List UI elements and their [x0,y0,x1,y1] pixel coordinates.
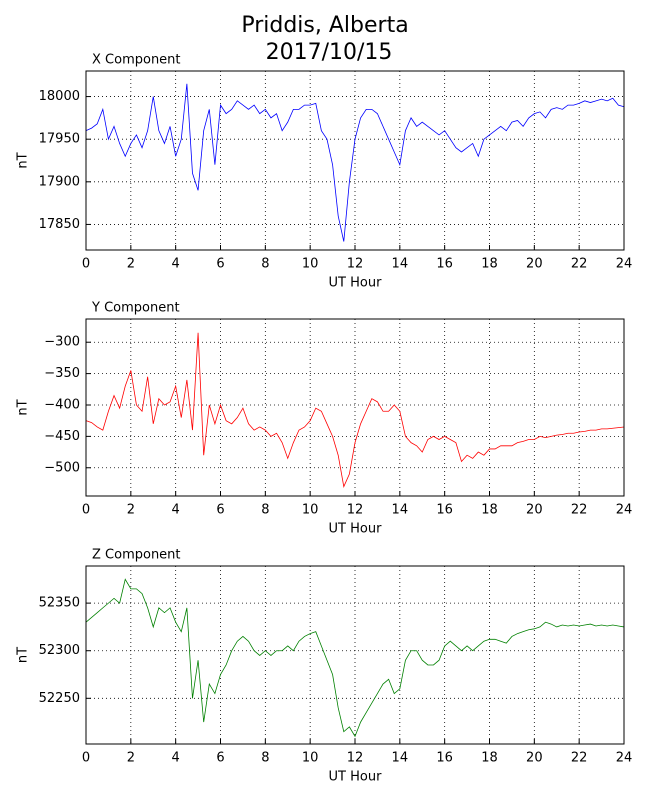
x-tick-label: 24 [616,751,633,766]
x-tick-label: 6 [216,257,224,272]
x-tick-label: 4 [172,503,180,518]
x-tick-label: 14 [392,751,409,766]
x-tick-label: 24 [616,503,633,518]
x-tick-label: 10 [302,257,319,272]
x-tick-label: 18 [481,751,498,766]
x-tick-label: 8 [261,751,269,766]
y-tick-label: 18000 [39,89,80,104]
x-axis-label: UT Hour [329,522,383,537]
data-line [85,83,625,242]
x-tick-label: 18 [481,503,498,518]
x-tick-label: 20 [526,751,543,766]
x-tick-label: 20 [526,257,543,272]
figure-title: Priddis, Alberta [241,13,408,38]
x-tick-label: 10 [302,751,319,766]
plot-frame [85,565,625,745]
y-tick-label: −400 [44,397,80,412]
x-tick-label: 12 [347,751,364,766]
y-axis-label: nT [16,647,31,663]
x-tick-label: 6 [216,503,224,518]
subplot-title: X Component [92,53,181,68]
x-tick-label: 2 [127,751,135,766]
x-tick-label: 18 [481,257,498,272]
y-tick-label: −500 [44,460,80,475]
data-line [85,332,625,488]
x-tick-label: 22 [571,751,588,766]
x-axis-label: UT Hour [329,770,383,785]
y-axis-label: nT [16,152,31,168]
x-tick-label: 16 [436,751,453,766]
x-tick-label: 14 [392,257,409,272]
x-tick-label: 0 [82,503,90,518]
x-tick-label: 0 [82,257,90,272]
y-tick-label: 17850 [39,217,80,232]
x-tick-label: 24 [616,257,633,272]
y-axis-label: nT [16,399,31,415]
x-tick-label: 6 [216,751,224,766]
x-tick-label: 10 [302,503,319,518]
data-line [85,578,625,738]
subplot-title: Z Component [92,548,181,563]
x-tick-label: 22 [571,257,588,272]
subplot-title: Y Component [91,301,180,316]
plot-frame [85,318,625,497]
y-tick-label: −300 [44,335,80,350]
x-axis-label: UT Hour [329,276,383,291]
x-tick-label: 20 [526,503,543,518]
x-tick-label: 12 [347,503,364,518]
x-tick-label: 2 [127,503,135,518]
x-tick-label: 4 [172,751,180,766]
figure-subtitle: 2017/10/15 [266,40,393,65]
x-tick-label: 16 [436,503,453,518]
y-tick-label: 17900 [39,174,80,189]
x-tick-label: 4 [172,257,180,272]
y-tick-label: −450 [44,429,80,444]
x-tick-label: 2 [127,257,135,272]
y-tick-label: 52300 [39,643,80,658]
y-tick-label: −350 [44,366,80,381]
x-tick-label: 8 [261,257,269,272]
x-tick-label: 16 [436,257,453,272]
y-tick-label: 17950 [39,132,80,147]
x-tick-label: 8 [261,503,269,518]
y-tick-label: 52250 [39,691,80,706]
x-tick-label: 0 [82,751,90,766]
plot-frame [85,70,625,251]
y-tick-label: 52350 [39,596,80,611]
x-tick-label: 22 [571,503,588,518]
x-tick-label: 12 [347,257,364,272]
x-tick-label: 14 [392,503,409,518]
